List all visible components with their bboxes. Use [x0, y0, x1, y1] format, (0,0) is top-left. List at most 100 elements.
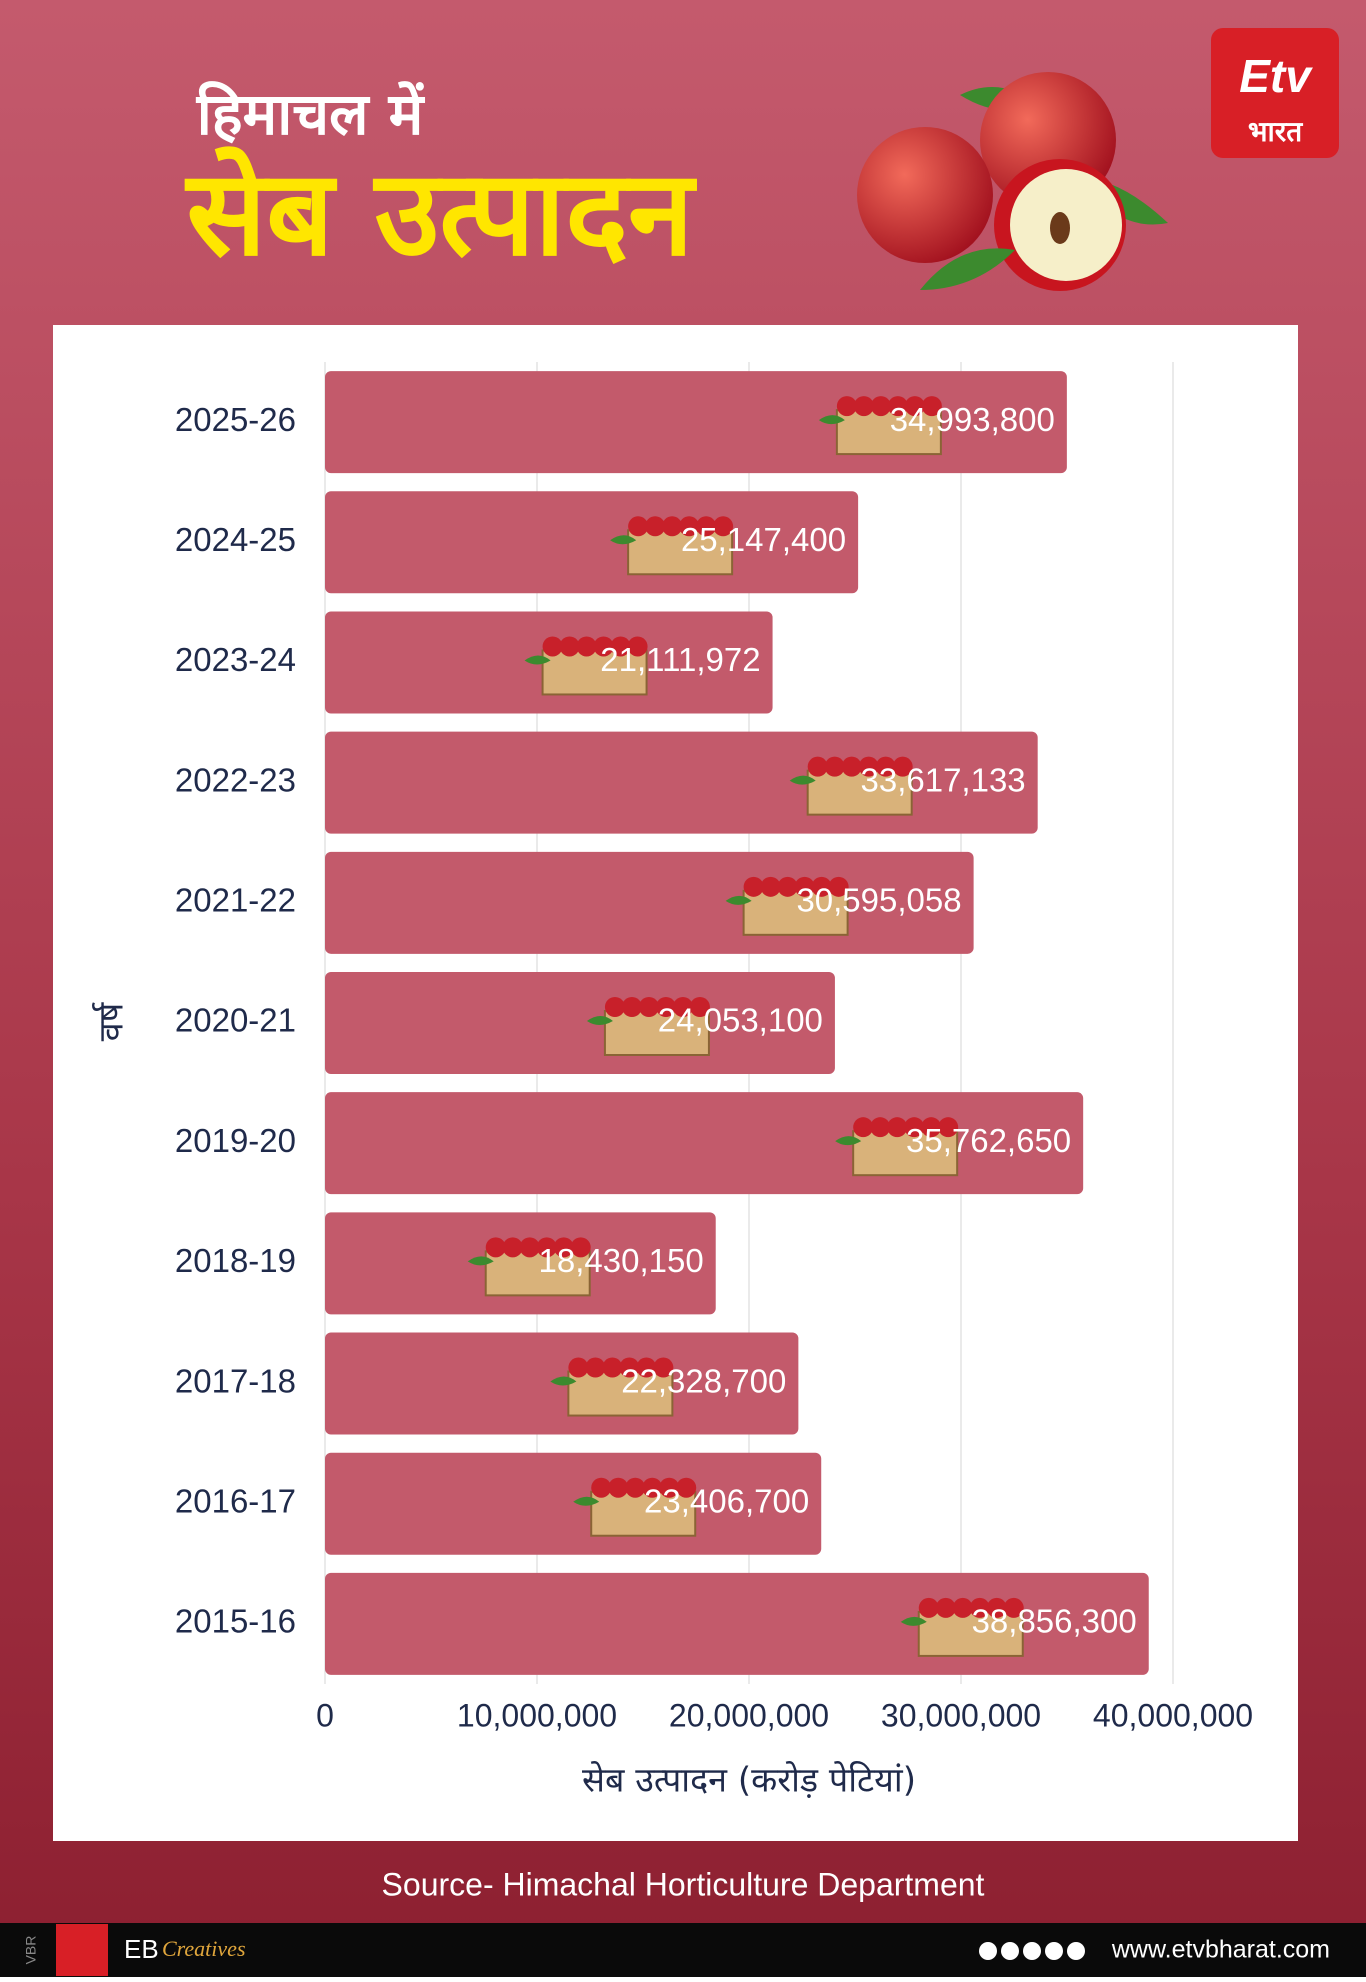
crate-part — [713, 516, 734, 537]
x-axis-label: सेब उत्पादन (करोड़ पेटियां) — [582, 1761, 916, 1801]
x-tick-label: 30,000,000 — [881, 1697, 1041, 1733]
social-icons — [979, 1942, 1085, 1960]
crate-part — [938, 1117, 959, 1138]
crate-part — [570, 1237, 591, 1258]
crate-part — [604, 997, 625, 1017]
crate-part — [627, 636, 648, 657]
crate-part — [807, 756, 828, 777]
crate-icon — [725, 876, 849, 936]
crate-part — [742, 889, 849, 936]
crate-part — [870, 1117, 891, 1138]
crate-part — [806, 769, 913, 816]
crate-part — [904, 396, 925, 417]
crate-part — [602, 1357, 623, 1378]
logo-text: भारत — [1248, 115, 1303, 148]
crate-part — [818, 415, 845, 425]
footer-logo — [56, 1924, 108, 1976]
crate-part — [892, 756, 913, 777]
value-label: 34,993,800 — [890, 401, 1055, 438]
y-tick-label: 2015-16 — [175, 1603, 296, 1640]
crate-part — [725, 895, 752, 905]
y-tick-label: 2020-21 — [175, 1002, 296, 1039]
crate-part — [619, 1357, 640, 1378]
crate-part — [794, 876, 815, 897]
crate-part — [824, 756, 845, 777]
crate-part — [676, 1477, 697, 1498]
crate-icon — [835, 1117, 959, 1177]
footer-vbr: VBR — [23, 1936, 39, 1965]
crate-part — [591, 1477, 612, 1498]
y-tick-label: 2022-23 — [175, 761, 296, 798]
crate-part — [642, 1477, 663, 1498]
crate-part — [519, 1237, 540, 1258]
crate-part — [586, 1016, 613, 1025]
crate-icon — [900, 1597, 1024, 1657]
crate-icon — [789, 756, 913, 816]
y-tick-label: 2021-22 — [175, 882, 296, 919]
crate-part — [659, 1477, 680, 1498]
crate-part — [853, 1117, 874, 1138]
footer-website: www.etvbharat.com — [1111, 1936, 1330, 1964]
crate-part — [900, 1616, 927, 1626]
crate-part — [1003, 1597, 1024, 1618]
title-line2: सेब उत्पादन — [185, 144, 697, 282]
source: Source- Himachal Horticulture Department — [382, 1866, 985, 1902]
crate-part — [536, 1237, 557, 1258]
value-label: 18,430,150 — [539, 1242, 704, 1279]
crate-part — [568, 1357, 589, 1378]
crate-part — [870, 396, 891, 417]
crate-part — [576, 636, 597, 657]
crate-icon — [550, 1357, 674, 1417]
apples-illustration — [857, 72, 1168, 291]
crate-part — [828, 876, 849, 897]
logo: Etv भारत — [1211, 28, 1339, 158]
crate-part — [628, 516, 649, 537]
crate-part — [986, 1597, 1007, 1618]
y-tick-label: 2017-18 — [175, 1362, 296, 1399]
value-label: 38,856,300 — [972, 1603, 1137, 1640]
value-label: 33,617,133 — [861, 761, 1026, 798]
crate-part — [875, 756, 896, 777]
crate-icon — [818, 396, 942, 456]
y-tick-label: 2016-17 — [175, 1482, 296, 1519]
crate-part — [590, 1490, 697, 1537]
crate-part — [789, 775, 816, 785]
value-label: 21,111,972 — [600, 641, 760, 678]
crate-part — [553, 1237, 574, 1258]
crate-icon — [586, 997, 710, 1056]
crate-part — [952, 1597, 973, 1618]
crate-part — [636, 1357, 657, 1378]
x-tick-label: 40,000,000 — [1093, 1697, 1253, 1733]
x-tick-label: 0 — [316, 1697, 334, 1733]
crate-part — [904, 1117, 925, 1138]
crate-part — [653, 1357, 674, 1378]
crate-part — [918, 1597, 939, 1618]
x-tick-label: 10,000,000 — [457, 1697, 617, 1733]
crate-part — [502, 1237, 523, 1258]
crate-part — [559, 636, 580, 657]
crate-part — [524, 655, 551, 665]
crate-part — [935, 1597, 956, 1618]
crate-part — [541, 649, 648, 696]
crate-part — [760, 876, 781, 897]
logo-mark: Etv — [1239, 50, 1313, 102]
value-label: 22,328,700 — [621, 1362, 786, 1399]
crate-icon — [467, 1237, 591, 1297]
crate-part — [573, 1496, 600, 1506]
value-label: 35,762,650 — [906, 1122, 1071, 1159]
bar — [325, 1452, 822, 1555]
title-line1: हिमाचल में — [196, 80, 426, 148]
crate-part — [921, 1117, 942, 1138]
crate-part — [917, 1610, 1024, 1657]
crate-part — [485, 1237, 506, 1258]
crate-part — [610, 636, 631, 657]
value-label: 23,406,700 — [644, 1482, 809, 1519]
y-tick-label: 2018-19 — [175, 1242, 296, 1279]
crate-icon — [573, 1477, 697, 1537]
value-label: 30,595,058 — [796, 882, 961, 919]
crate-part — [610, 535, 637, 545]
crate-icon — [524, 636, 648, 696]
value-label: 24,053,100 — [658, 1002, 823, 1039]
crate-part — [625, 1477, 646, 1498]
